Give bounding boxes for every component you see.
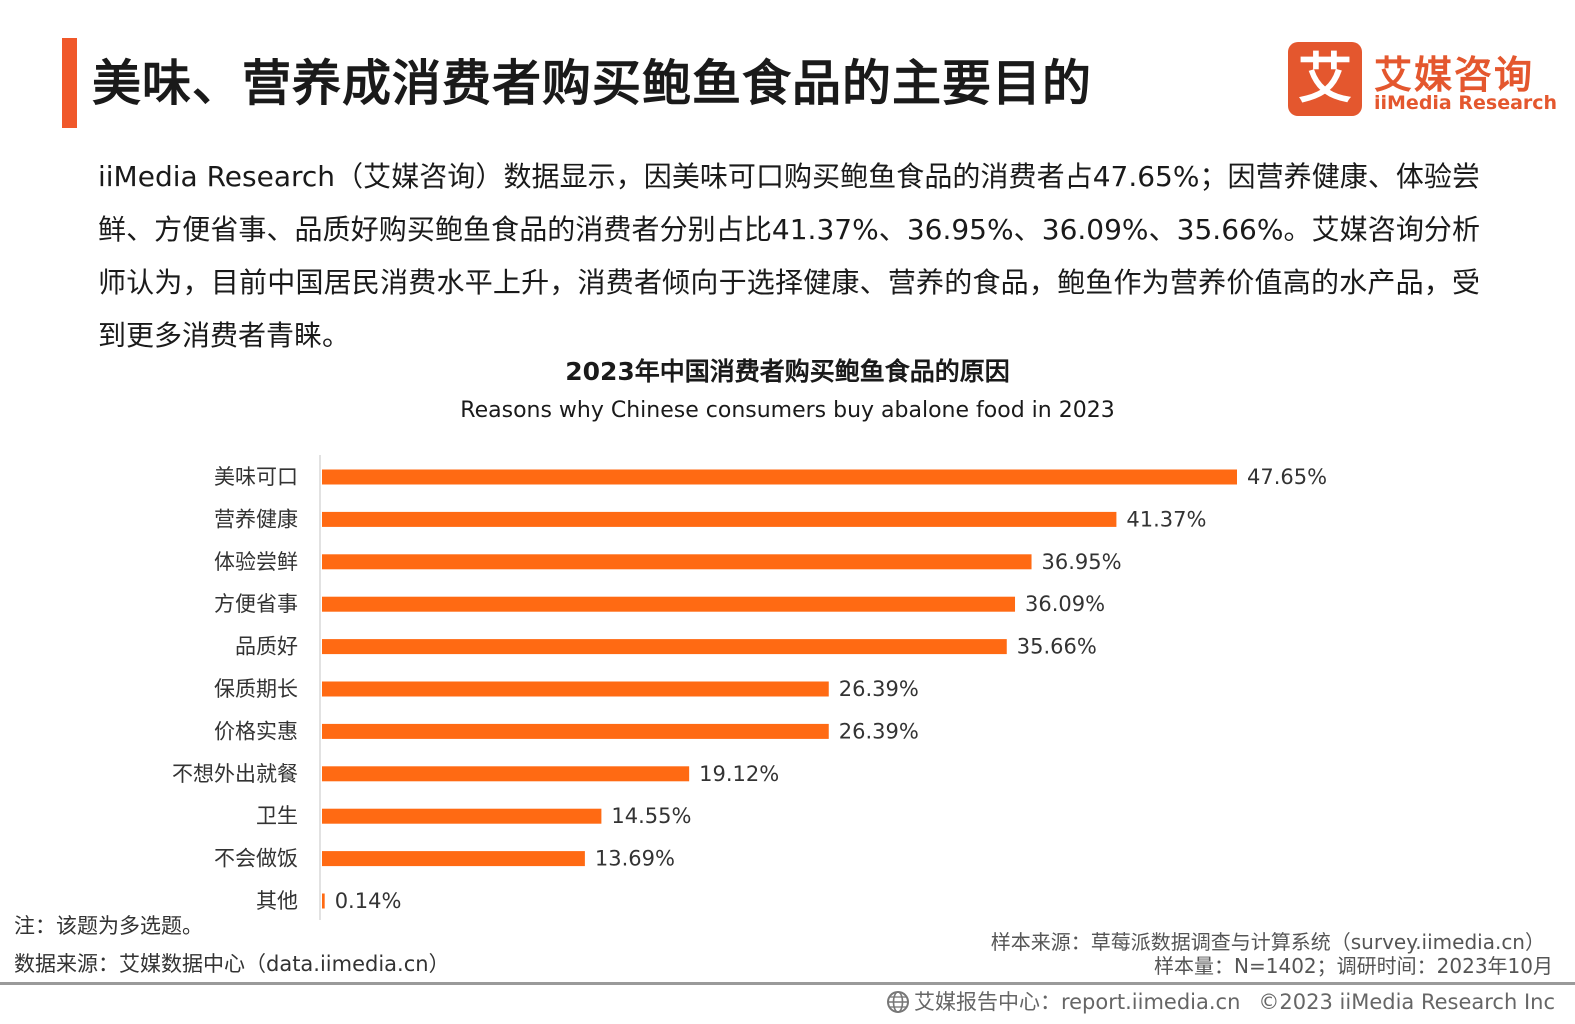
data-source: 数据来源：艾媒数据中心（data.iimedia.cn）: [14, 952, 450, 976]
value-label: 19.12%: [699, 762, 779, 786]
category-label: 不想外出就餐: [172, 762, 298, 786]
category-label: 美味可口: [214, 465, 298, 489]
globe-icon: [886, 991, 909, 1013]
footer-divider: [0, 982, 1575, 985]
title-accent-bar: [62, 38, 77, 128]
bar: [322, 808, 602, 824]
value-label: 14.55%: [611, 804, 691, 828]
value-label: 41.37%: [1126, 507, 1206, 531]
bar: [322, 469, 1237, 485]
intro-paragraph: iiMedia Research（艾媒咨询）数据显示，因美味可口购买鲍鱼食品的消…: [98, 160, 1480, 352]
sample-source: 样本来源：草莓派数据调查与计算系统（survey.iimedia.cn）: [990, 930, 1545, 954]
logo-text-cn: 艾媒咨询: [1374, 53, 1535, 97]
category-label: 价格实惠: [214, 719, 298, 743]
chart-title: 2023年中国消费者购买鲍鱼食品的原因: [565, 357, 1010, 386]
footer-bar: 艾媒报告中心：report.iimedia.cn ©2023 iiMedia Re…: [886, 986, 1555, 1016]
category-label: 营养健康: [214, 507, 298, 531]
bar: [322, 723, 829, 739]
iimedia-logo: 艾 艾媒咨询 iiMedia Research: [1288, 42, 1557, 118]
bar: [322, 893, 325, 909]
bar: [322, 554, 1032, 570]
bar: [322, 511, 1117, 527]
logo-mark: [1288, 42, 1362, 116]
value-label: 0.14%: [335, 889, 402, 913]
value-label: 47.65%: [1247, 465, 1327, 489]
category-label: 体验尝鲜: [214, 550, 298, 574]
logo-mark-glyph: 艾: [1298, 47, 1352, 110]
logo-text-en: iiMedia Research: [1374, 92, 1558, 114]
sample-size: 样本量：N=1402；调研时间：2023年10月: [1154, 954, 1553, 978]
category-label: 不会做饭: [214, 847, 298, 871]
copyright: ©2023 iiMedia Research Inc: [1258, 990, 1555, 1014]
bar: [322, 851, 585, 867]
category-label: 卫生: [256, 804, 298, 828]
category-label: 方便省事: [214, 592, 298, 616]
bar: [322, 639, 1007, 655]
bar: [322, 596, 1016, 612]
chart-subtitle: Reasons why Chinese consumers buy abalon…: [460, 398, 1115, 423]
bar-chart: 美味可口 47.65% 营养健康 41.37% 体验尝鲜 36.95% 方便省事 36.09%…: [172, 455, 1327, 920]
value-label: 36.09%: [1025, 592, 1105, 616]
category-label: 品质好: [235, 635, 298, 659]
value-label: 35.66%: [1017, 635, 1097, 659]
value-label: 36.95%: [1042, 550, 1122, 574]
value-label: 13.69%: [595, 847, 675, 871]
bar: [322, 766, 690, 782]
value-label: 26.39%: [839, 719, 919, 743]
value-label: 26.39%: [839, 677, 919, 701]
category-label: 其他: [256, 889, 298, 913]
bar: [322, 681, 829, 697]
report-center-link[interactable]: 艾媒报告中心：report.iimedia.cn: [913, 990, 1241, 1014]
page-title: 美味、营养成消费者购买鲍鱼食品的主要目的: [92, 55, 1093, 112]
footnote: 注：该题为多选题。: [14, 914, 203, 938]
category-label: 保质期长: [214, 677, 298, 701]
